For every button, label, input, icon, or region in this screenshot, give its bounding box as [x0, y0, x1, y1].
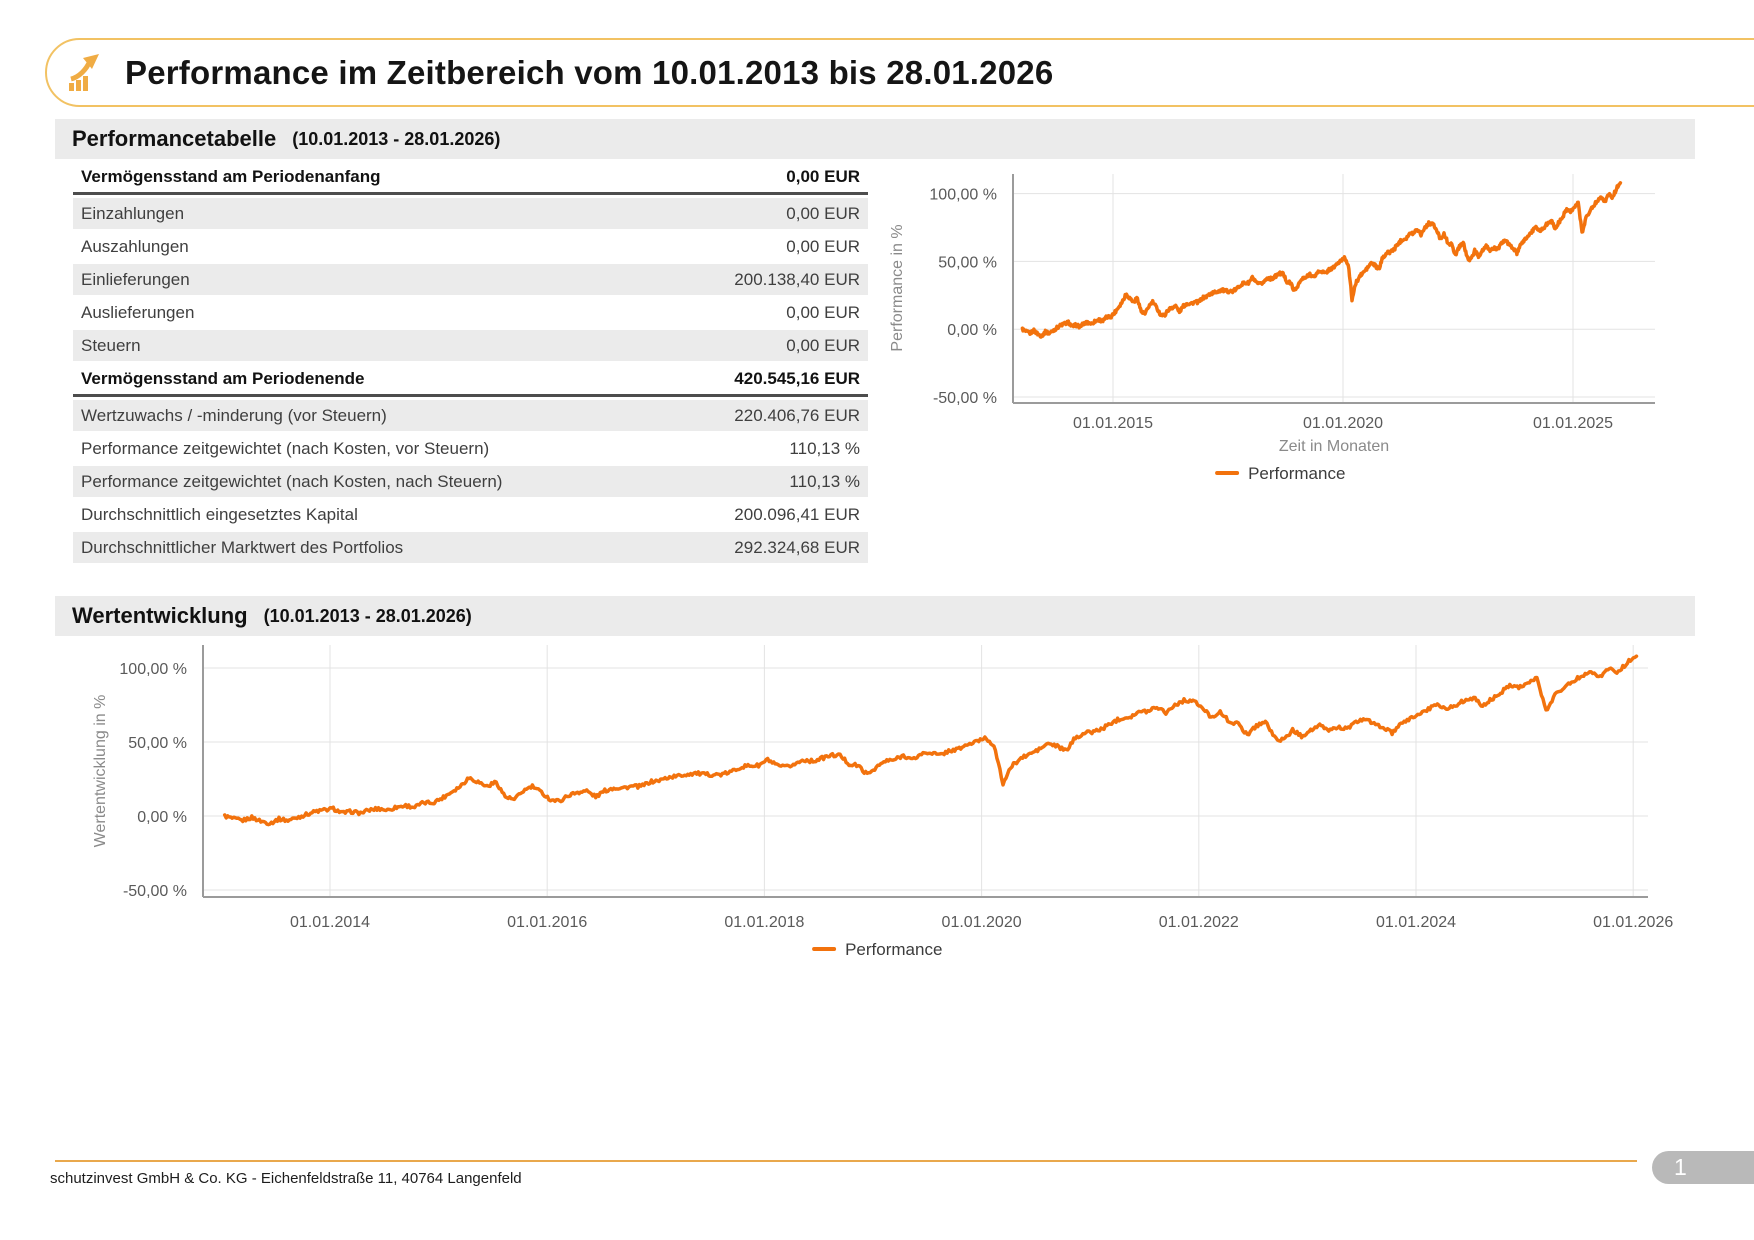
- row-value: 200.138,40 EUR: [734, 269, 860, 289]
- legend-line-swatch: [812, 947, 837, 951]
- section-title: Performancetabelle: [72, 126, 277, 151]
- page-number-badge: 1: [1652, 1151, 1754, 1184]
- svg-text:Zeit in Monaten: Zeit in Monaten: [1279, 438, 1389, 455]
- section-wertentwicklung-header: Wertentwicklung (10.01.2013 - 28.01.2026…: [55, 596, 1695, 636]
- table-row: Performance zeitgewichtet (nach Kosten, …: [73, 466, 868, 497]
- row-value: 0,00 EUR: [786, 166, 860, 186]
- row-value: 420.545,16 EUR: [734, 368, 860, 388]
- row-value: 220.406,76 EUR: [734, 405, 860, 425]
- row-label: Steuern: [81, 335, 141, 355]
- legend-line-swatch: [1215, 471, 1240, 475]
- row-label: Einlieferungen: [81, 269, 190, 289]
- row-label: Einzahlungen: [81, 203, 185, 223]
- section-performancetabelle-header: Performancetabelle (10.01.2013 - 28.01.2…: [55, 119, 1695, 159]
- table-row: Wertzuwachs / -minderung (vor Steuern) 22…: [73, 400, 868, 431]
- wertentwicklung-chart: 100,00 % 50,00 % 0,00 % -50,00 % 01.01.2014 0…: [92, 645, 1673, 959]
- legend-label: Performance: [1248, 464, 1345, 483]
- svg-text:01.01.2022: 01.01.2022: [1159, 914, 1239, 931]
- svg-text:01.01.2024: 01.01.2024: [1376, 914, 1456, 931]
- svg-text:50,00 %: 50,00 %: [938, 254, 997, 271]
- svg-text:01.01.2018: 01.01.2018: [724, 914, 804, 931]
- row-label: Performance zeitgewichtet (nach Kosten, …: [81, 438, 490, 458]
- row-label: Durchschnittlich eingesetztes Kapital: [81, 504, 358, 524]
- performance-table: Vermögensstand am Periodenanfang 0,00 EUR…: [73, 161, 868, 565]
- svg-text:-50,00 %: -50,00 %: [123, 883, 187, 900]
- table-row: Vermögensstand am Periodenanfang 0,00 EUR: [73, 161, 868, 195]
- report-header: Performance im Zeitbereich vom 10.01.201…: [45, 38, 1754, 107]
- row-value: 110,13 %: [789, 471, 860, 491]
- table-row: Performance zeitgewichtet (nach Kosten, …: [73, 433, 868, 464]
- svg-text:01.01.2020: 01.01.2020: [942, 914, 1022, 931]
- table-row: Einzahlungen 0,00 EUR: [73, 198, 868, 229]
- section-period: (10.01.2013 - 28.01.2026): [263, 605, 472, 626]
- performance-overview-chart: 100,00 % 50,00 % 0,00 % -50,00 % 01.01.2015 0…: [889, 174, 1655, 483]
- svg-text:50,00 %: 50,00 %: [128, 735, 187, 752]
- footer-company: schutzinvest GmbH & Co. KG - Eichenfelds…: [50, 1170, 522, 1187]
- table-row: Steuern 0,00 EUR: [73, 330, 868, 361]
- table-row: Vermögensstand am Periodenende 420.545,16…: [73, 363, 868, 397]
- svg-text:01.01.2020: 01.01.2020: [1303, 415, 1383, 432]
- row-label: Performance zeitgewichtet (nach Kosten, …: [81, 471, 503, 491]
- svg-text:100,00 %: 100,00 %: [119, 661, 187, 678]
- table-row: Durchschnittlich eingesetztes Kapital 200…: [73, 499, 868, 530]
- row-label: Durchschnittlicher Marktwert des Portfol…: [81, 537, 404, 557]
- table-row: Durchschnittlicher Marktwert des Portfol…: [73, 532, 868, 563]
- row-value: 0,00 EUR: [786, 302, 860, 322]
- row-value: 110,13 %: [789, 438, 860, 458]
- svg-text:01.01.2016: 01.01.2016: [507, 914, 587, 931]
- svg-text:-50,00 %: -50,00 %: [933, 390, 997, 407]
- row-value: 292.324,68 EUR: [734, 537, 860, 557]
- row-label: Wertzuwachs / -minderung (vor Steuern): [81, 405, 387, 425]
- svg-text:Wertentwicklung in %: Wertentwicklung in %: [92, 695, 109, 848]
- row-value: 0,00 EUR: [786, 335, 860, 355]
- performance-line: [1020, 181, 1623, 339]
- row-label: Vermögensstand am Periodenanfang: [81, 166, 381, 186]
- row-value: 0,00 EUR: [786, 236, 860, 256]
- section-period: (10.01.2013 - 28.01.2026): [292, 128, 501, 149]
- table-row: Einlieferungen 200.138,40 EUR: [73, 264, 868, 295]
- table-row: Auszahlungen 0,00 EUR: [73, 231, 868, 262]
- row-label: Auslieferungen: [81, 302, 195, 322]
- legend-label: Performance: [845, 940, 942, 959]
- svg-text:100,00 %: 100,00 %: [929, 187, 997, 204]
- row-label: Auszahlungen: [81, 236, 189, 256]
- row-label: Vermögensstand am Periodenende: [81, 368, 365, 388]
- page-title: Performance im Zeitbereich vom 10.01.201…: [125, 53, 1054, 91]
- svg-text:0,00 %: 0,00 %: [137, 809, 187, 826]
- performance-line: [222, 654, 1639, 827]
- svg-text:01.01.2014: 01.01.2014: [290, 914, 370, 931]
- row-value: 0,00 EUR: [786, 203, 860, 223]
- svg-text:01.01.2015: 01.01.2015: [1073, 415, 1153, 432]
- svg-text:0,00 %: 0,00 %: [947, 322, 997, 339]
- bar-chart-rising-arrow-icon: [69, 53, 99, 91]
- svg-text:01.01.2026: 01.01.2026: [1593, 914, 1673, 931]
- table-row: Auslieferungen 0,00 EUR: [73, 297, 868, 328]
- svg-text:01.01.2025: 01.01.2025: [1533, 415, 1613, 432]
- row-value: 200.096,41 EUR: [734, 504, 860, 524]
- footer-divider: [55, 1160, 1637, 1162]
- section-title: Wertentwicklung: [72, 603, 248, 628]
- svg-text:Performance in %: Performance in %: [889, 224, 906, 351]
